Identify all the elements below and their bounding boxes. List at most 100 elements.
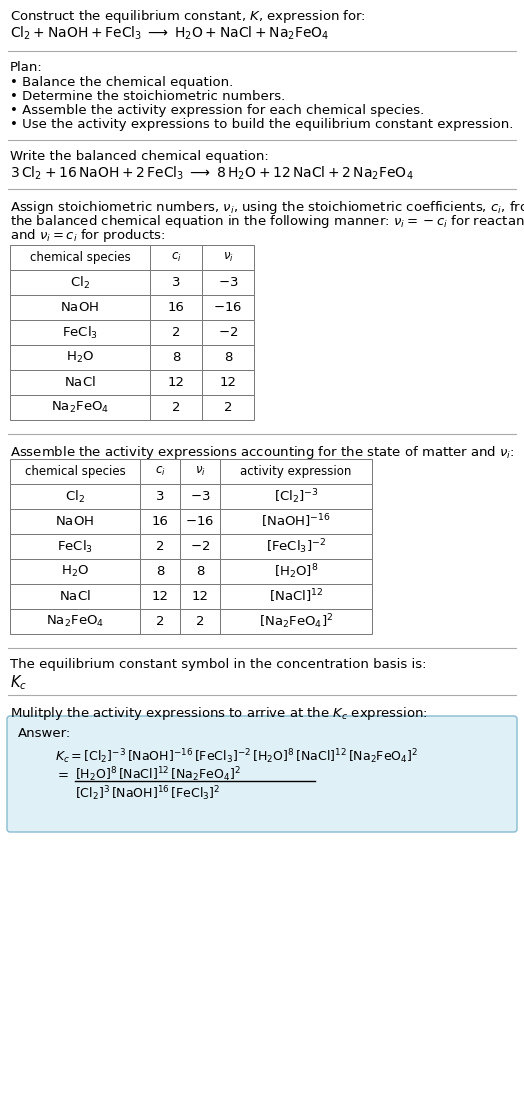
Text: Assemble the activity expressions accounting for the state of matter and $\nu_i$: Assemble the activity expressions accoun… [10,444,515,461]
Bar [220,534,372,559]
Text: $-3$: $-3$ [190,490,210,503]
Text: Plan:: Plan: [10,61,43,74]
Text: $\mathrm{H_2O}$: $\mathrm{H_2O}$ [66,350,94,366]
Text: Mulitply the activity expressions to arrive at the $K_c$ expression:: Mulitply the activity expressions to arr… [10,705,428,722]
Bar [220,584,372,609]
Text: $[\mathrm{Na_2FeO_4}]^{2}$: $[\mathrm{Na_2FeO_4}]^{2}$ [259,612,333,631]
Text: $[\mathrm{NaOH}]^{-16}$: $[\mathrm{NaOH}]^{-16}$ [261,513,331,531]
Bar [202,370,254,395]
Text: 8: 8 [224,351,232,364]
Text: $[\mathrm{NaCl}]^{12}$: $[\mathrm{NaCl}]^{12}$ [269,588,323,606]
Bar [140,484,180,509]
Bar [10,509,140,534]
Text: The equilibrium constant symbol in the concentration basis is:: The equilibrium constant symbol in the c… [10,658,427,671]
Text: 8: 8 [172,351,180,364]
Bar [202,270,254,295]
Text: • Assemble the activity expression for each chemical species.: • Assemble the activity expression for e… [10,103,424,117]
Text: activity expression: activity expression [241,465,352,478]
Text: $c_i$: $c_i$ [171,251,181,264]
Text: 16: 16 [151,515,168,528]
Bar [140,534,180,559]
Text: $K_c$: $K_c$ [10,673,27,691]
Bar [150,295,202,320]
Bar [220,509,372,534]
Bar [10,484,140,509]
Text: 2: 2 [172,401,180,414]
Bar [150,345,202,370]
Bar [10,609,140,634]
Bar [10,459,140,484]
Bar [140,459,180,484]
Text: 2: 2 [196,615,204,628]
Bar [180,534,220,559]
FancyBboxPatch shape [7,716,517,832]
Text: 2: 2 [156,539,164,553]
Text: $K_c = [\mathrm{Cl_2}]^{-3}\,[\mathrm{NaOH}]^{-16}\,[\mathrm{FeCl_3}]^{-2}\,[\ma: $K_c = [\mathrm{Cl_2}]^{-3}\,[\mathrm{Na… [55,746,418,765]
Text: 2: 2 [224,401,232,414]
Bar [202,295,254,320]
Text: $\mathrm{Cl_2}$: $\mathrm{Cl_2}$ [65,489,85,504]
Text: Answer:: Answer: [18,727,71,740]
Text: 3: 3 [156,490,164,503]
Text: $[\mathrm{FeCl_3}]^{-2}$: $[\mathrm{FeCl_3}]^{-2}$ [266,537,326,556]
Bar [180,459,220,484]
Text: $-2$: $-2$ [218,326,238,339]
Text: 2: 2 [172,326,180,339]
Text: 12: 12 [220,377,236,389]
Text: 2: 2 [156,615,164,628]
Text: Write the balanced chemical equation:: Write the balanced chemical equation: [10,150,269,163]
Bar [10,584,140,609]
Bar [220,559,372,584]
Bar [140,584,180,609]
Text: $\mathrm{Na_2FeO_4}$: $\mathrm{Na_2FeO_4}$ [46,614,104,629]
Bar [10,559,140,584]
Text: $\mathrm{NaOH}$: $\mathrm{NaOH}$ [60,301,100,314]
Text: $-16$: $-16$ [185,515,214,528]
Bar [202,320,254,345]
Bar [150,395,202,419]
Bar [150,370,202,395]
Text: 8: 8 [156,565,164,578]
Text: the balanced chemical equation in the following manner: $\nu_i = -c_i$ for react: the balanced chemical equation in the fo… [10,212,524,230]
Text: $[\mathrm{Cl_2}]^{-3}$: $[\mathrm{Cl_2}]^{-3}$ [274,487,319,505]
Bar [10,270,150,295]
Text: 3: 3 [172,276,180,288]
Text: $\mathrm{NaOH}$: $\mathrm{NaOH}$ [56,515,94,528]
Text: chemical species: chemical species [25,465,125,478]
Text: $c_i$: $c_i$ [155,465,166,478]
Text: and $\nu_i = c_i$ for products:: and $\nu_i = c_i$ for products: [10,227,166,244]
Bar [202,345,254,370]
Bar [10,395,150,419]
Bar [220,484,372,509]
Text: $-3$: $-3$ [218,276,238,288]
Bar [180,484,220,509]
Text: $-16$: $-16$ [213,301,243,314]
Text: $[\mathrm{Cl_2}]^{3}\,[\mathrm{NaOH}]^{16}\,[\mathrm{FeCl_3}]^{2}$: $[\mathrm{Cl_2}]^{3}\,[\mathrm{NaOH}]^{1… [75,784,220,803]
Text: $[\mathrm{H_2O}]^{8}$: $[\mathrm{H_2O}]^{8}$ [274,563,318,581]
Text: $[\mathrm{H_2O}]^{8}\,[\mathrm{NaCl}]^{12}\,[\mathrm{Na_2FeO_4}]^{2}$: $[\mathrm{H_2O}]^{8}\,[\mathrm{NaCl}]^{1… [75,765,241,784]
Bar [140,609,180,634]
Bar [150,270,202,295]
Bar [150,320,202,345]
Text: $\mathrm{H_2O}$: $\mathrm{H_2O}$ [61,564,89,579]
Bar [220,609,372,634]
Bar [180,609,220,634]
Bar [180,584,220,609]
Text: $\nu_i$: $\nu_i$ [194,465,205,478]
Bar [10,345,150,370]
Text: 12: 12 [191,590,209,603]
Bar [220,459,372,484]
Text: • Determine the stoichiometric numbers.: • Determine the stoichiometric numbers. [10,90,285,103]
Text: $\mathrm{Cl_2 + NaOH + FeCl_3 \;\longrightarrow\; H_2O + NaCl + Na_2FeO_4}$: $\mathrm{Cl_2 + NaOH + FeCl_3 \;\longrig… [10,25,330,43]
Bar [180,559,220,584]
Text: $\mathrm{3\,Cl_2 + 16\,NaOH + 2\,FeCl_3 \;\longrightarrow\; 8\,H_2O + 12\,NaCl +: $\mathrm{3\,Cl_2 + 16\,NaOH + 2\,FeCl_3 … [10,165,413,183]
Text: $=$: $=$ [55,767,69,780]
Text: 12: 12 [168,377,184,389]
Text: $\nu_i$: $\nu_i$ [223,251,233,264]
Text: 12: 12 [151,590,169,603]
Bar [202,395,254,419]
Text: $-2$: $-2$ [190,539,210,553]
Text: $\mathrm{Cl_2}$: $\mathrm{Cl_2}$ [70,274,90,291]
Bar [10,320,150,345]
Text: $\mathrm{FeCl_3}$: $\mathrm{FeCl_3}$ [62,325,98,340]
